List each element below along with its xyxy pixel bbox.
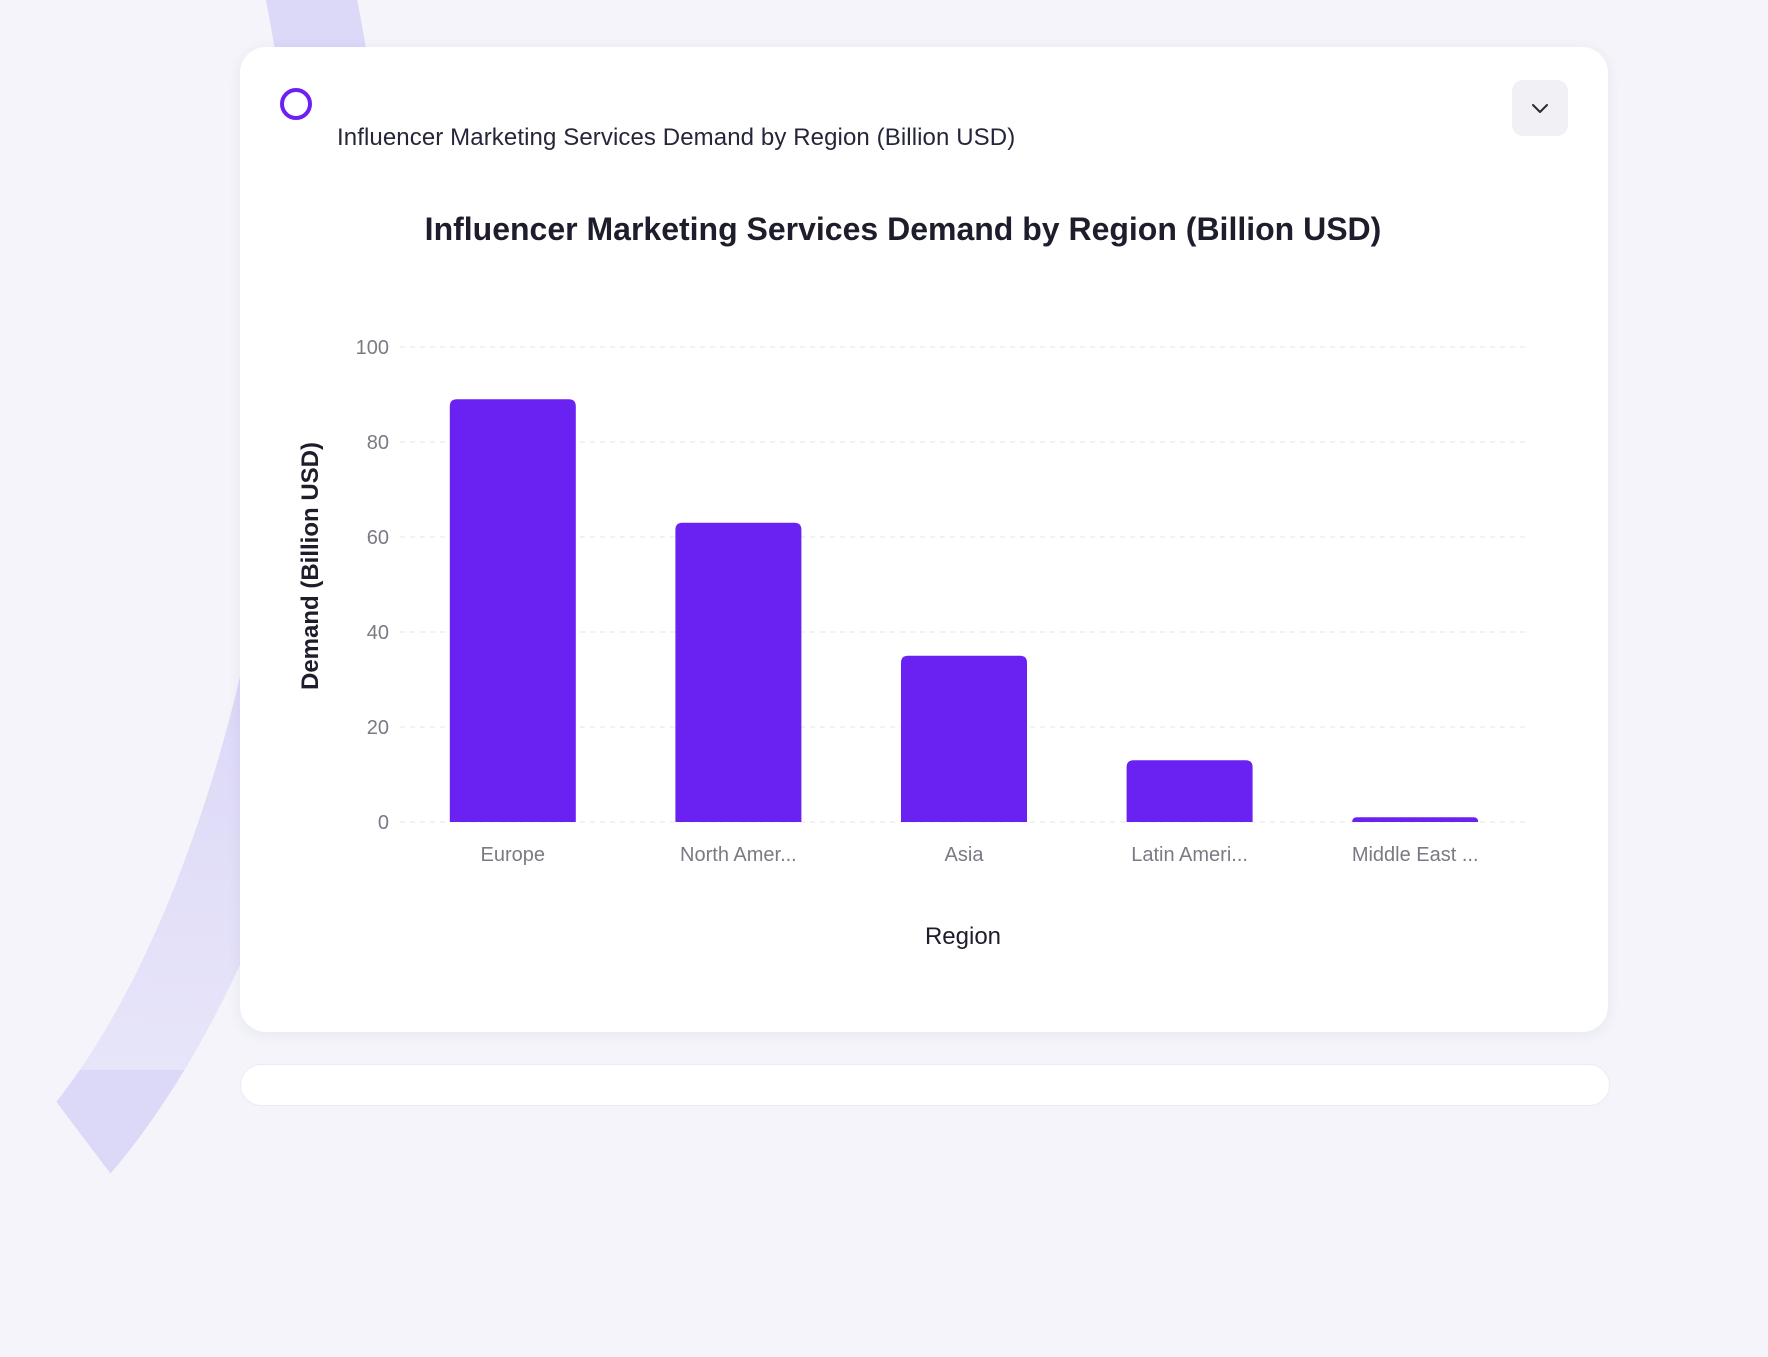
y-tick-label: 20 [367,717,389,739]
x-tick-label: North Amer... [680,844,797,866]
y-axis-label: Demand (Billion USD) [297,442,324,690]
bar-chart: Influencer Marketing Services Demand by … [297,211,1528,950]
bar-europe[interactable] [449,399,576,822]
ring-icon [280,88,312,120]
next-card [240,1064,1610,1106]
bars [449,399,1479,822]
bar-asia[interactable] [901,655,1027,822]
bar-north-amer[interactable] [675,522,802,822]
y-tick-label: 60 [367,527,389,549]
x-axis-ticks: Europe North Amer... Asia Latin Ameri... Mid… [481,844,1479,866]
bar-latin-ameri[interactable] [1126,760,1253,822]
chart-title: Influencer Marketing Services Demand by … [425,211,1382,247]
x-tick-label: Latin Ameri... [1131,844,1248,866]
card-header-title: Influencer Marketing Services Demand by … [337,124,1016,151]
y-axis-ticks: 0 20 40 60 80 100 [356,337,389,834]
x-tick-label: Asia [945,844,985,866]
dropdown-button[interactable] [1512,80,1568,136]
y-tick-label: 80 [367,432,389,454]
chevron-down-icon [1532,104,1548,113]
y-tick-label: 0 [378,812,389,834]
x-axis-label: Region [925,923,1001,950]
bar-middle-east[interactable] [1352,817,1479,822]
y-tick-label: 40 [367,622,389,644]
y-tick-label: 100 [356,337,389,359]
x-tick-label: Middle East ... [1352,844,1479,866]
x-tick-label: Europe [481,844,546,866]
